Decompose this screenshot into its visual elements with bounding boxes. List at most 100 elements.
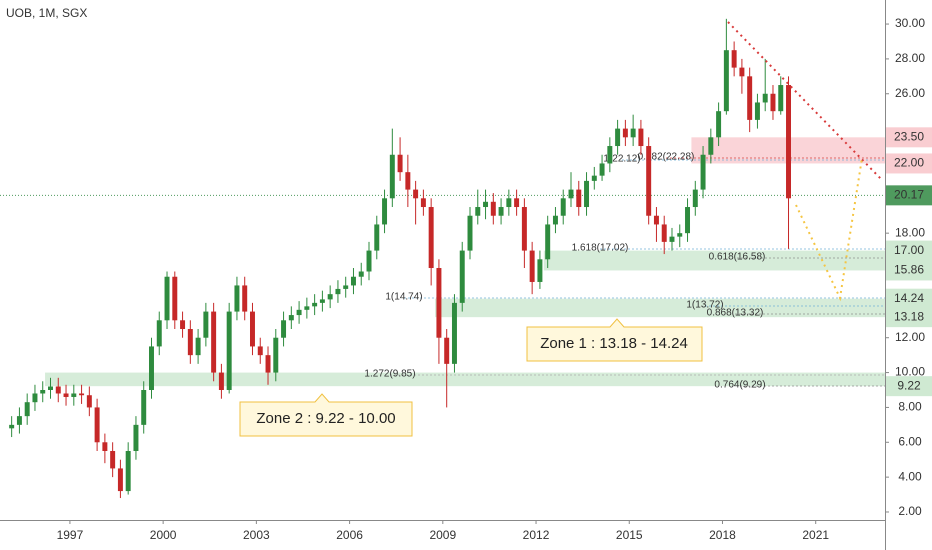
candle-body (615, 128, 621, 147)
zone1-callout: Zone 1 : 13.18 - 14.24 (526, 318, 703, 362)
candle-body (568, 189, 574, 199)
candle-body (762, 93, 768, 103)
fib-label: 1.618(17.02) (572, 243, 629, 254)
candle-body (226, 311, 232, 390)
candle-body (382, 198, 388, 225)
candle-body (677, 233, 683, 237)
candle-body (133, 424, 139, 451)
y-tick-label: 6.00 (898, 434, 922, 448)
candle-body (669, 236, 675, 242)
price-label-bg (886, 185, 932, 206)
price-label-bg (886, 127, 932, 148)
candle-body (63, 393, 69, 397)
plot (9, 18, 791, 499)
candle-body (537, 259, 543, 282)
candle-body (156, 320, 162, 347)
candle-body (514, 198, 520, 208)
candle-body (413, 189, 419, 199)
candle-body (149, 346, 154, 390)
zone (543, 250, 885, 271)
candle-body (646, 146, 652, 216)
candle-body (110, 450, 116, 469)
candle-body (584, 180, 590, 208)
chart-title: UOB, 1M, SGX (6, 6, 87, 20)
zone2-callout: Zone 2 : 9.22 - 10.00 (239, 393, 413, 437)
price-label: 23.50 (894, 129, 924, 143)
candle-body (521, 207, 527, 251)
zones: 1.618(17.02) 0.618(16.58) 1(14.74) 1(13.72)… (0, 137, 886, 391)
candle-body (459, 250, 465, 303)
candle-body (180, 320, 186, 330)
candle-body (700, 154, 706, 190)
candle-body (203, 311, 209, 338)
candle-body (436, 268, 442, 338)
candle-body (778, 85, 784, 112)
candle-body (79, 393, 85, 396)
candle-body (117, 468, 123, 492)
candle-body (211, 311, 217, 373)
callout-text: Zone 1 : 13.18 - 14.24 (540, 335, 688, 352)
candle-body (304, 306, 310, 310)
callout-text: Zone 2 : 9.22 - 10.00 (256, 410, 395, 427)
candle-body (630, 128, 636, 138)
candle-body (747, 76, 753, 120)
x-tick-label: 2012 (523, 528, 550, 542)
price-label-bg (886, 240, 932, 261)
candle-body (490, 201, 496, 216)
fib-label: 1.272(9.85) (364, 369, 415, 380)
candle-body (242, 285, 248, 312)
y-tick-label: 30.00 (895, 16, 925, 30)
candle-body (638, 128, 644, 147)
y-tick-label: 10.00 (895, 365, 925, 379)
y-tick-label: 4.00 (898, 469, 922, 483)
zone (435, 298, 885, 318)
candle-body (506, 198, 512, 208)
y-tick-label: 18.00 (895, 225, 925, 239)
x-tick-label: 2021 (802, 528, 829, 542)
candle-body (32, 393, 38, 403)
zone (45, 372, 886, 387)
price-label: 15.86 (894, 263, 924, 277)
x-tick-label: 2009 (429, 528, 456, 542)
candle-body (350, 276, 356, 286)
candle-body (195, 337, 201, 356)
y-tick-label: 12.00 (895, 330, 925, 344)
x-tick-label: 1997 (57, 528, 84, 542)
candle-body (483, 201, 489, 208)
price-label-bg (886, 288, 932, 309)
candle-body (249, 311, 255, 347)
fib-label: 1(22.12) (603, 154, 640, 165)
candle-body (343, 285, 349, 289)
candle-body (102, 442, 108, 451)
candle-body (428, 207, 434, 269)
candle-body (164, 276, 170, 321)
candle-body (622, 128, 628, 138)
fib-label: 1(14.74) (385, 292, 422, 303)
price-label: 14.24 (894, 291, 924, 305)
candle-body (16, 416, 22, 425)
callout-box (526, 318, 703, 362)
price-label: 9.22 (897, 378, 921, 392)
candle-body (366, 250, 372, 272)
candle-body (141, 390, 147, 425)
candle-body (234, 285, 240, 312)
candle-body (335, 288, 341, 295)
candle-body (55, 386, 61, 394)
candle-body (770, 93, 776, 112)
candle-body (405, 172, 411, 190)
candle-body (281, 320, 287, 338)
candle-body (731, 50, 737, 68)
candle-body (9, 424, 15, 429)
candle-body (24, 402, 30, 417)
candle-body (444, 337, 450, 364)
candle-body (187, 329, 193, 356)
candle-body (653, 215, 659, 225)
projection (795, 157, 863, 302)
candle-body (661, 224, 667, 242)
candle-body (218, 372, 224, 390)
candle-body (172, 276, 178, 321)
candle-body (86, 395, 92, 408)
x-tick-label: 2006 (336, 528, 363, 542)
